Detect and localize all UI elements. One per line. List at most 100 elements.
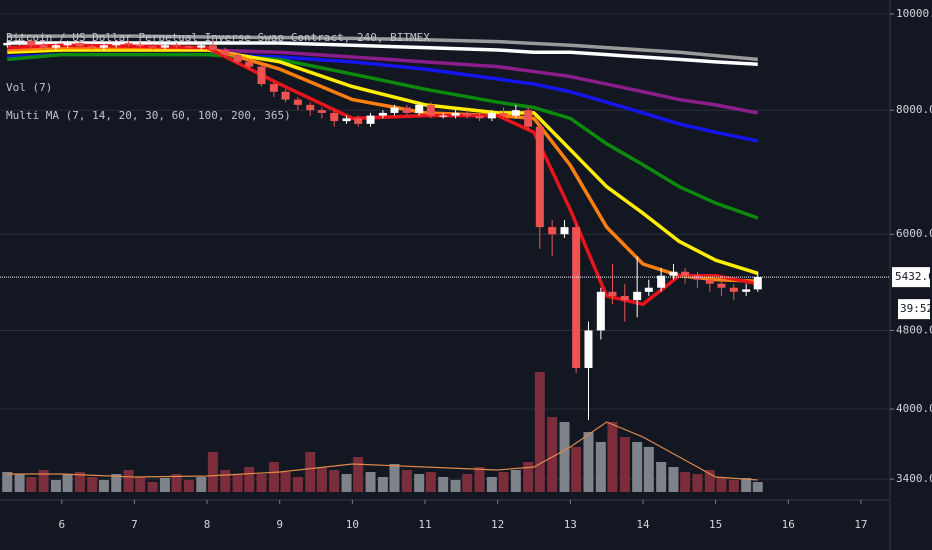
ma-line	[7, 52, 759, 220]
candle-body	[281, 91, 290, 100]
candle-body	[584, 330, 593, 368]
volume-bar	[123, 470, 134, 492]
volume-bar	[14, 474, 25, 492]
volume-bar	[292, 477, 303, 492]
volume-bar	[643, 447, 654, 492]
candle-body	[39, 45, 48, 48]
candle-body	[596, 291, 605, 331]
volume-bar	[752, 482, 763, 492]
volume-bar	[341, 474, 352, 492]
volume-bar	[135, 477, 146, 492]
volume-bar	[62, 474, 73, 492]
candle-body	[88, 46, 97, 48]
volume-bar	[401, 470, 412, 492]
volume-bar	[486, 477, 497, 492]
candle-body	[620, 295, 629, 301]
volume-bar	[607, 422, 618, 492]
candle-body	[354, 118, 363, 124]
volume-bar	[159, 478, 170, 492]
candle-body	[63, 42, 72, 46]
candle-body	[524, 110, 533, 127]
x-tick-label: 9	[276, 518, 283, 531]
x-tick-label: 8	[204, 518, 211, 531]
candle-layer	[3, 38, 762, 420]
candle-body	[439, 115, 448, 117]
volume-bar	[632, 442, 643, 492]
volume-bar	[220, 470, 231, 492]
candle-body	[208, 45, 217, 50]
candle-body	[475, 115, 484, 119]
candle-body	[15, 40, 24, 43]
x-tick-label: 12	[491, 518, 504, 531]
volume-bar	[547, 417, 558, 492]
x-tick-label: 13	[564, 518, 577, 531]
volume-bar	[2, 472, 13, 492]
candle-body	[148, 46, 157, 48]
candle-body	[402, 107, 411, 113]
volume-bar	[111, 474, 122, 492]
volume-bar	[716, 477, 727, 492]
volume-bar	[256, 474, 267, 492]
y-tick-label: 6000.0	[896, 227, 932, 240]
candle-body	[717, 283, 726, 288]
candle-body	[415, 104, 424, 113]
volume-bar	[474, 467, 485, 492]
volume-bar	[462, 474, 473, 492]
volume-bar	[87, 477, 98, 492]
volume-bar	[523, 462, 534, 492]
volume-bar	[692, 474, 703, 492]
y-tick-label: 3400.0	[896, 472, 932, 485]
candle-body	[669, 271, 678, 276]
volume-bar	[305, 452, 316, 492]
candle-body	[124, 42, 133, 45]
volume-bar	[728, 480, 739, 492]
candle-body	[112, 42, 121, 46]
ma-layer	[7, 34, 759, 307]
volume-bar	[438, 477, 449, 492]
volume-bar	[353, 457, 364, 492]
ma-line	[7, 48, 759, 275]
ma-line	[7, 43, 759, 307]
candle-body	[463, 112, 472, 116]
candle-body	[499, 112, 508, 116]
volume-bar	[619, 437, 630, 492]
candle-body	[560, 227, 569, 235]
candle-body	[390, 107, 399, 113]
y-tick-label: 4800.0	[896, 323, 932, 336]
ma-legend: Multi MA (7, 14, 20, 30, 60, 100, 200, 3…	[6, 109, 291, 122]
volume-bar	[50, 480, 61, 492]
x-tick-label: 11	[418, 518, 431, 531]
volume-bar	[414, 474, 425, 492]
candle-body	[233, 54, 242, 62]
candle-body	[136, 44, 145, 47]
candle-body	[426, 104, 435, 116]
volume-bar	[450, 480, 461, 492]
volume-bar	[498, 472, 509, 492]
volume-bar	[510, 470, 521, 492]
volume-bar	[244, 467, 255, 492]
volume-legend: Vol (7)	[6, 81, 52, 94]
volume-bar	[425, 472, 436, 492]
ma-line	[7, 41, 758, 66]
volume-bar	[268, 462, 279, 492]
x-tick-label: 14	[636, 518, 650, 531]
volume-bar	[704, 470, 715, 492]
volume-bar	[595, 442, 606, 492]
candle-body	[27, 40, 36, 46]
volume-bar	[74, 472, 85, 492]
candle-body	[535, 126, 544, 228]
volume-bar	[741, 478, 752, 492]
candle-body	[742, 289, 751, 292]
candle-body	[99, 45, 108, 48]
chart-title: Bitcoin / US Dollar Perpetual Inverse Sw…	[6, 31, 430, 44]
candle-body	[548, 227, 557, 235]
volume-bar	[38, 470, 49, 492]
candle-body	[644, 287, 653, 292]
volume-bar	[171, 474, 182, 492]
volume-bar	[656, 462, 667, 492]
candle-body	[633, 291, 642, 301]
candle-body	[342, 118, 351, 122]
candle-body	[753, 277, 762, 290]
